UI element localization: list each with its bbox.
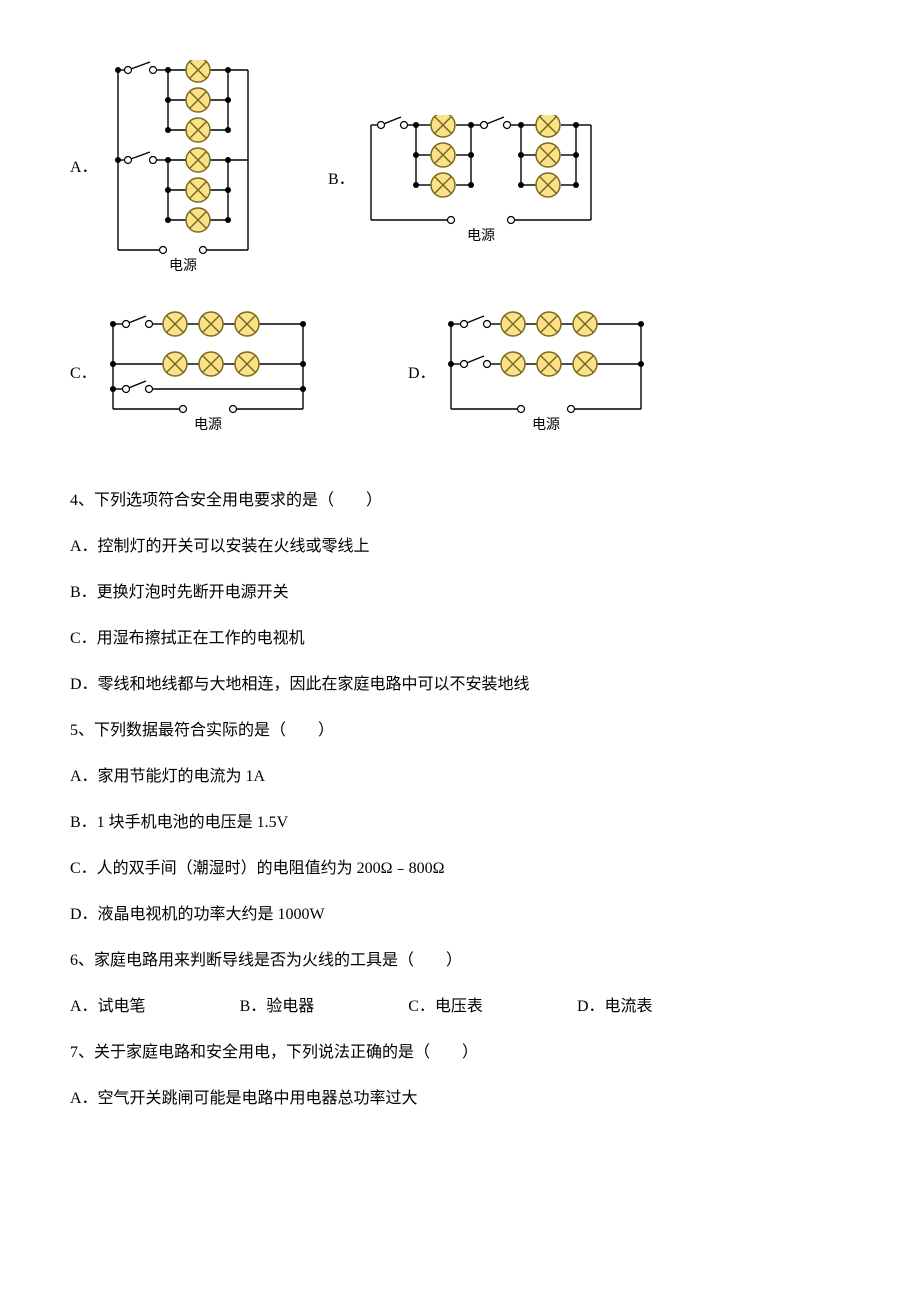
diagram-C-label: C．	[70, 362, 98, 386]
q6-B: B．验电器	[240, 995, 315, 1019]
q4-D: D．零线和地线都与大地相连，因此在家庭电路中可以不安装地线	[70, 673, 850, 697]
q6-C: C．电压表	[408, 995, 483, 1019]
q4-A: A．控制灯的开关可以安装在火线或零线上	[70, 535, 850, 559]
q7-stem: 7、关于家庭电路和安全用电，下列说法正确的是（ ）	[70, 1041, 850, 1065]
circuit-A-svg: 电源	[98, 60, 268, 275]
diagram-B: B．	[328, 115, 606, 245]
q6-D: D．电流表	[577, 995, 653, 1019]
circuit-B-svg: 电源	[356, 115, 606, 245]
q6-A: A．试电笔	[70, 995, 146, 1019]
circuit-C-svg: 电源	[98, 309, 318, 439]
circuit-D-svg: 电源	[436, 309, 656, 439]
q5-A: A．家用节能灯的电流为 1A	[70, 765, 850, 789]
svg-text:电源: 电源	[194, 417, 222, 433]
q6-stem: 6、家庭电路用来判断导线是否为火线的工具是（ ）	[70, 949, 850, 973]
q4-stem: 4、下列选项符合安全用电要求的是（ ）	[70, 489, 850, 513]
diagram-B-label: B．	[328, 168, 356, 192]
q6-options: A．试电笔 B．验电器 C．电压表 D．电流表	[70, 995, 850, 1019]
svg-text:电源: 电源	[532, 417, 560, 433]
q5-stem: 5、下列数据最符合实际的是（ ）	[70, 719, 850, 743]
q7-A: A．空气开关跳闸可能是电路中用电器总功率过大	[70, 1087, 850, 1111]
svg-text:电源: 电源	[169, 258, 197, 274]
diagram-A-label: A．	[70, 156, 98, 180]
diagram-D: D．	[408, 309, 656, 439]
diagram-D-label: D．	[408, 362, 436, 386]
q4-B: B．更换灯泡时先断开电源开关	[70, 581, 850, 605]
q5-B: B．1 块手机电池的电压是 1.5V	[70, 811, 850, 835]
q5-C: C．人的双手间（潮湿时）的电阻值约为 200Ω﹣800Ω	[70, 857, 850, 881]
diagram-A: A．	[70, 60, 268, 275]
diagram-C: C．	[70, 309, 318, 439]
q4-C: C．用湿布擦拭正在工作的电视机	[70, 627, 850, 651]
svg-text:电源: 电源	[467, 228, 495, 244]
q5-D: D．液晶电视机的功率大约是 1000W	[70, 903, 850, 927]
